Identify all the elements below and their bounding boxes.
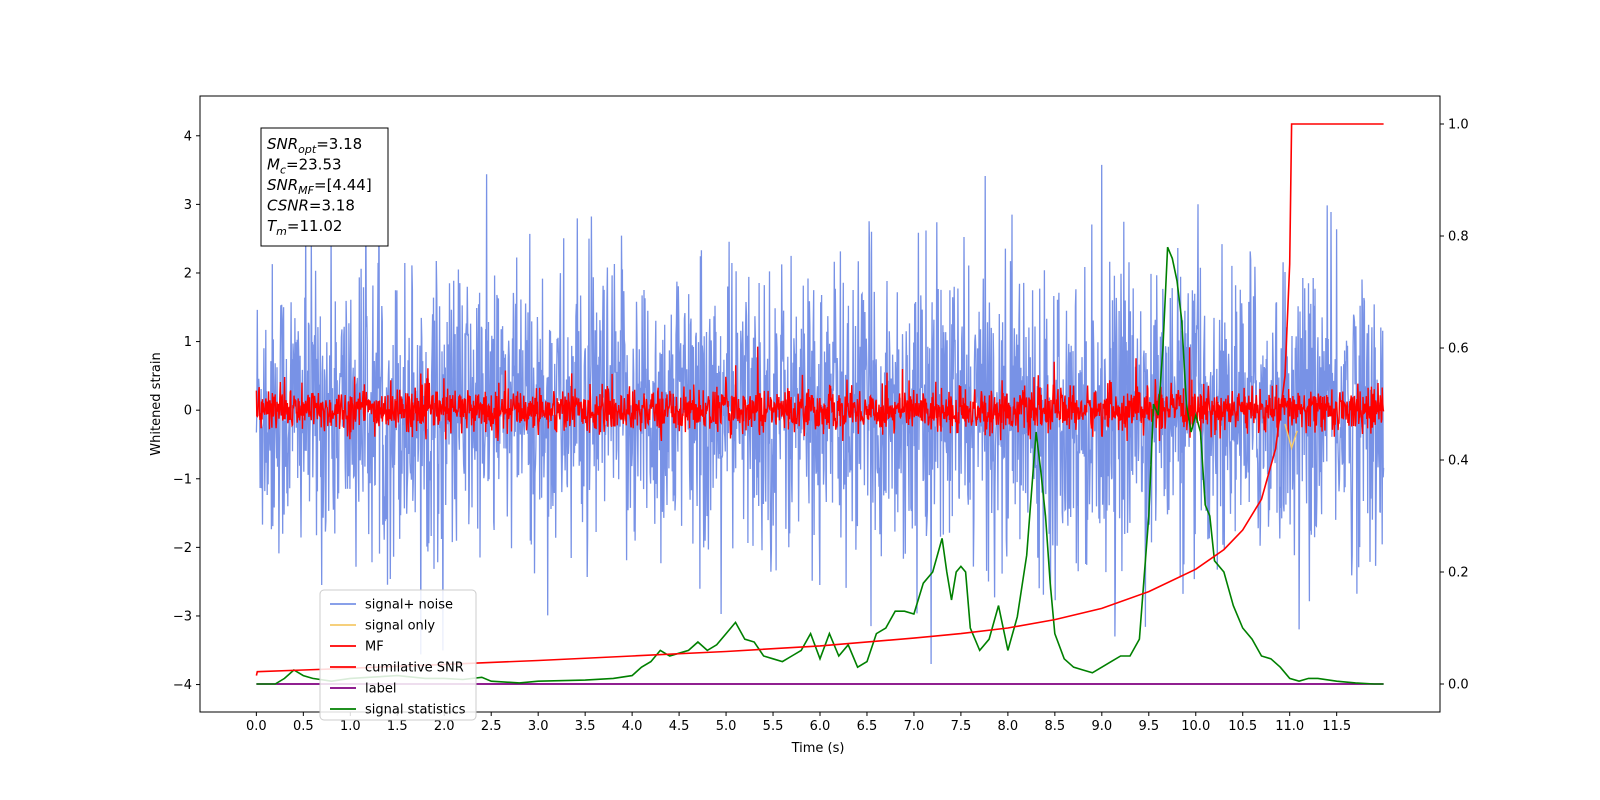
x-tick-label: 6.5 [857, 719, 878, 734]
y-axis-label: Whitened strain [149, 352, 164, 455]
x-tick-label: 5.5 [763, 719, 784, 734]
y-tick-label: 4 [184, 129, 192, 144]
info-line: CSNR=3.18 [267, 197, 355, 215]
x-tick-label: 3.0 [528, 719, 549, 734]
x-tick-label: 11.5 [1322, 719, 1351, 734]
x-axis-label: Time (s) [791, 741, 845, 756]
x-tick-label: 2.0 [434, 719, 455, 734]
x-tick-label: 2.5 [481, 719, 502, 734]
y-tick-label: 0 [184, 404, 192, 419]
legend: signal+ noise signal only MF cumilative SNR… [319, 589, 477, 721]
info-line: SNRopt=3.18 [267, 135, 362, 156]
x-tick-label: 6.0 [810, 719, 831, 734]
x-tick-label: 1.0 [340, 719, 361, 734]
legend-label: signal only [365, 619, 435, 634]
x-tick-label: 10.0 [1181, 719, 1210, 734]
y2-tick-label: 0.8 [1448, 230, 1469, 245]
x-tick-label: 11.0 [1275, 719, 1304, 734]
y-axis-left: 4 3 2 1 0 −1 −2 −3 −4 [173, 129, 200, 693]
x-axis: 0.0 0.5 1.0 1.5 2.0 2.5 3.0 3.5 4.0 4.5 5.0 5.5 6.0 6… [246, 712, 1351, 734]
x-tick-label: 7.0 [904, 719, 925, 734]
y-tick-label: 1 [184, 335, 192, 350]
series-signal-only-line [1284, 423, 1298, 451]
info-line: Tm=11.02 [267, 217, 342, 238]
x-tick-label: 9.0 [1091, 719, 1112, 734]
x-tick-label: 9.5 [1138, 719, 1159, 734]
y-axis-right: 1.0 0.8 0.6 0.4 0.2 0.0 [1440, 118, 1469, 693]
legend-label: label [365, 682, 396, 697]
series-signal-statistics-line [256, 246, 1384, 685]
x-tick-label: 4.5 [669, 719, 690, 734]
series-signal-noise-line [255, 135, 1385, 665]
x-tick-label: 5.0 [716, 719, 737, 734]
y2-tick-label: 0.6 [1448, 342, 1469, 357]
x-tick-label: 10.5 [1228, 719, 1257, 734]
y-tick-label: 2 [184, 266, 192, 281]
y-tick-label: −3 [173, 609, 192, 624]
legend-label: signal+ noise [365, 598, 453, 613]
info-line: Mc=23.53 [267, 156, 342, 177]
x-tick-label: 3.5 [575, 719, 596, 734]
legend-label: signal statistics [365, 703, 466, 718]
y-tick-label: −4 [173, 678, 192, 693]
x-tick-label: 4.0 [622, 719, 643, 734]
x-tick-label: 8.0 [998, 719, 1019, 734]
x-tick-label: 7.5 [951, 719, 972, 734]
x-tick-label: 8.5 [1045, 719, 1066, 734]
x-tick-label: 1.5 [387, 719, 408, 734]
legend-label: cumilative SNR [365, 661, 464, 676]
info-line: SNRMF=[4.44] [267, 176, 372, 197]
info-box: SNRopt=3.18Mc=23.53SNRMF=[4.44]CSNR=3.18… [260, 127, 389, 247]
x-tick-label: 0.5 [293, 719, 314, 734]
y-tick-label: −1 [173, 472, 192, 487]
y2-tick-label: 0.4 [1448, 454, 1469, 469]
y-tick-label: −2 [173, 541, 192, 556]
y2-tick-label: 1.0 [1448, 118, 1469, 133]
series-mf-line [255, 346, 1385, 442]
y-tick-label: 3 [184, 198, 192, 213]
y2-tick-label: 0.0 [1448, 678, 1469, 693]
y2-tick-label: 0.2 [1448, 566, 1469, 581]
legend-label: MF [365, 640, 384, 655]
x-tick-label: 0.0 [246, 719, 267, 734]
